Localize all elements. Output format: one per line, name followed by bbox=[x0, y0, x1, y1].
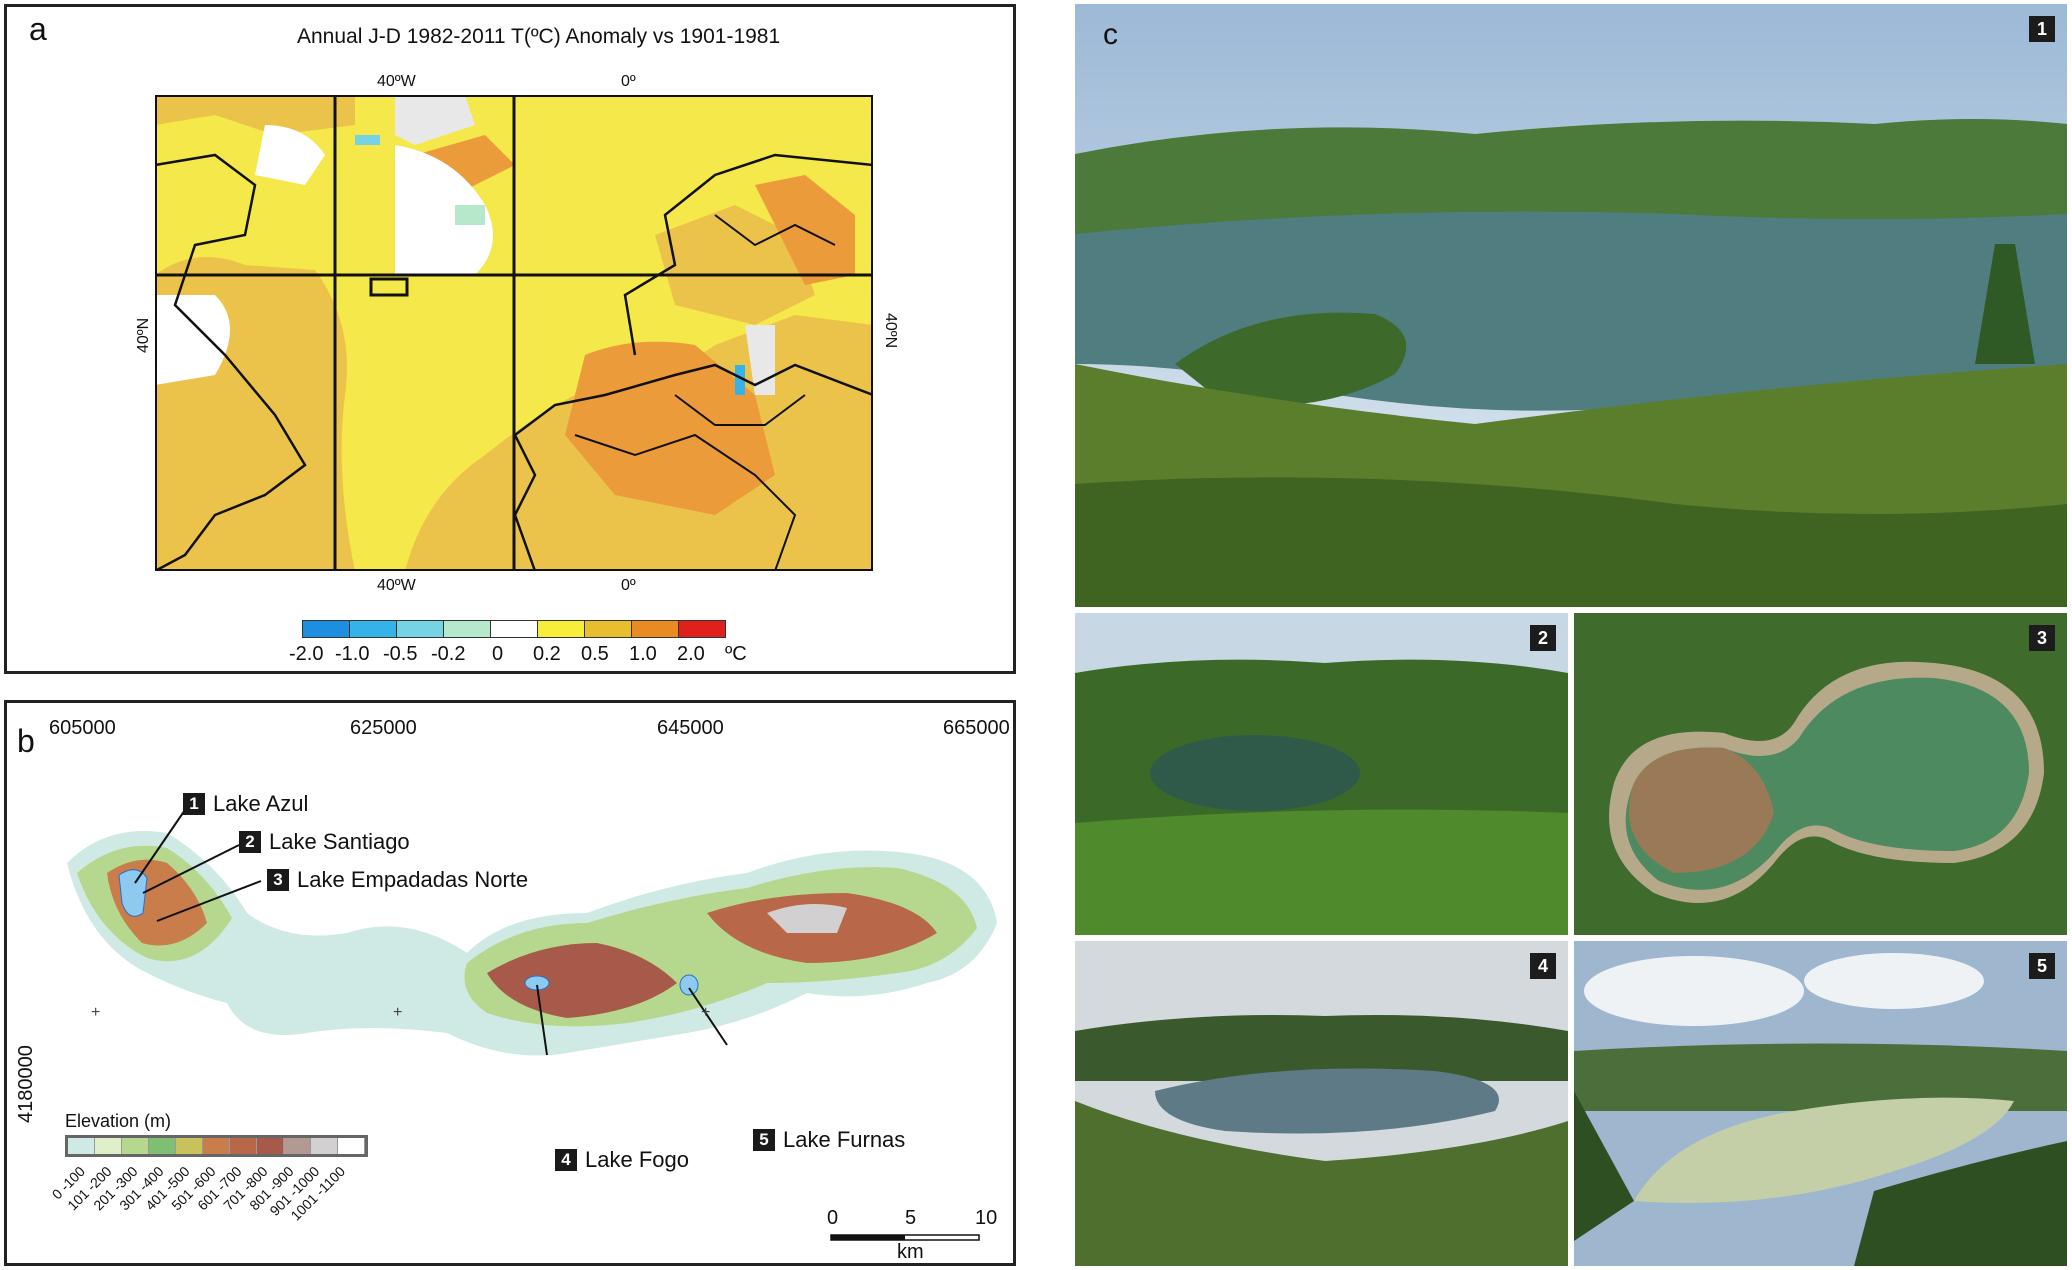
photo-lake-furnas: 5 bbox=[1574, 941, 2067, 1266]
elev-swatch bbox=[68, 1138, 95, 1154]
elev-swatch bbox=[149, 1138, 176, 1154]
photo-number: 2 bbox=[1530, 625, 1556, 651]
scale-tick: 5 bbox=[905, 1207, 917, 1229]
panel-c-label: c bbox=[1103, 18, 1118, 51]
map-title: Annual J-D 1982-2011 T(ºC) Anomaly vs 19… bbox=[297, 25, 781, 48]
cbar-label: -0.5 bbox=[383, 643, 418, 665]
lake-name: Lake Fogo bbox=[585, 1147, 689, 1172]
bottom-tick-40w: 40ºW bbox=[377, 577, 416, 594]
cbar-swatch bbox=[396, 620, 444, 638]
left-tick-40n: 40ºN bbox=[135, 317, 152, 353]
island-elevation-graphic: + + + bbox=[67, 806, 997, 1056]
photo-number: 1 bbox=[2029, 16, 2055, 42]
panel-c-lake-photos: c 1 2 3 4 bbox=[1075, 4, 2067, 1266]
elev-swatch bbox=[203, 1138, 230, 1154]
lake-name: Lake Empadadas Norte bbox=[297, 867, 529, 892]
panel-b-elevation-map: b 605000 625000 645000 665000 4180000 + … bbox=[4, 700, 1016, 1266]
colorbar bbox=[302, 620, 726, 638]
photo-number: 5 bbox=[2029, 953, 2055, 979]
anomaly-map-graphic bbox=[155, 95, 873, 571]
cbar-label: 2.0 bbox=[677, 643, 705, 665]
cbar-swatch bbox=[443, 620, 491, 638]
lake-name: Lake Santiago bbox=[269, 829, 410, 854]
cbar-swatch bbox=[349, 620, 397, 638]
cbar-swatch bbox=[490, 620, 538, 638]
elev-swatch bbox=[338, 1138, 365, 1154]
panel-a-anomaly-map: a Annual J-D 1982-2011 T(ºC) Anomaly vs … bbox=[4, 4, 1016, 674]
y-coord: 4180000 bbox=[15, 1045, 37, 1123]
cbar-label: -1.0 bbox=[335, 643, 370, 665]
cbar-swatch bbox=[302, 620, 350, 638]
svg-text:+: + bbox=[701, 1004, 710, 1021]
lake-name: Lake Azul bbox=[213, 791, 309, 816]
lake-number: 1 bbox=[183, 793, 205, 815]
photo-lake-empadadas-norte: 3 bbox=[1574, 613, 2067, 935]
cbar-swatch bbox=[584, 620, 632, 638]
lake-label-3: 3 Lake Empadadas Norte bbox=[267, 867, 528, 893]
lake-number: 2 bbox=[239, 831, 261, 853]
elevation-legend-bar bbox=[65, 1135, 368, 1157]
elev-swatch bbox=[257, 1138, 284, 1154]
cbar-label: 0 bbox=[492, 643, 504, 665]
scale-bar bbox=[830, 1234, 980, 1241]
photo-lake-azul: c 1 bbox=[1075, 4, 2067, 607]
lake-label-4: 4 Lake Fogo bbox=[555, 1147, 689, 1173]
cbar-label: 0.2 bbox=[533, 643, 561, 665]
lake-label-5: 5 Lake Furnas bbox=[753, 1127, 905, 1153]
cbar-swatch bbox=[537, 620, 585, 638]
lake-name: Lake Furnas bbox=[783, 1127, 906, 1152]
cbar-swatch bbox=[631, 620, 679, 638]
elev-swatch bbox=[122, 1138, 149, 1154]
photo-lake-santiago: 2 bbox=[1075, 613, 1568, 935]
svg-text:+: + bbox=[91, 1004, 100, 1021]
svg-text:+: + bbox=[393, 1004, 402, 1021]
elev-swatch bbox=[311, 1138, 338, 1154]
cbar-label: -0.2 bbox=[431, 643, 466, 665]
cbar-label: 1.0 bbox=[629, 643, 657, 665]
elev-swatch bbox=[284, 1138, 311, 1154]
elev-swatch bbox=[176, 1138, 203, 1154]
bottom-tick-0: 0º bbox=[621, 577, 636, 594]
cbar-label: 0.5 bbox=[581, 643, 609, 665]
right-tick-40n: 40ºN bbox=[882, 313, 899, 349]
cbar-label: -2.0 bbox=[289, 643, 324, 665]
top-tick-0: 0º bbox=[621, 73, 636, 90]
x-coord: 625000 bbox=[350, 717, 417, 739]
top-tick-40w: 40ºW bbox=[377, 73, 416, 90]
scale-tick: 0 bbox=[827, 1207, 839, 1229]
scale-unit: km bbox=[897, 1241, 924, 1263]
x-coord: 605000 bbox=[49, 717, 116, 739]
lake-number: 5 bbox=[753, 1129, 775, 1151]
lake-number: 3 bbox=[267, 869, 289, 891]
x-coord: 645000 bbox=[657, 717, 724, 739]
lake-number: 4 bbox=[555, 1149, 577, 1171]
cbar-swatch bbox=[678, 620, 726, 638]
photo-lake-fogo: 4 bbox=[1075, 941, 1568, 1266]
x-coord: 665000 bbox=[943, 717, 1010, 739]
elev-swatch bbox=[230, 1138, 257, 1154]
lake-label-1: 1 Lake Azul bbox=[183, 791, 308, 817]
scale-tick: 10 bbox=[975, 1207, 998, 1229]
elevation-legend-title: Elevation (m) bbox=[65, 1111, 172, 1131]
elev-swatch bbox=[95, 1138, 122, 1154]
cbar-unit: ºC bbox=[725, 643, 747, 665]
photo-number: 4 bbox=[1530, 953, 1556, 979]
panel-a-label: a bbox=[29, 11, 47, 47]
photo-number: 3 bbox=[2029, 625, 2055, 651]
lake-label-2: 2 Lake Santiago bbox=[239, 829, 410, 855]
panel-b-label: b bbox=[17, 723, 35, 759]
